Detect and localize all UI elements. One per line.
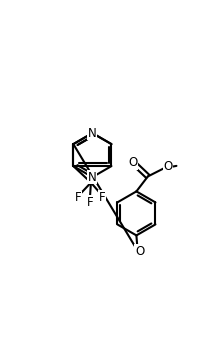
Text: N: N — [88, 127, 97, 140]
Text: F: F — [86, 196, 93, 209]
Text: O: O — [163, 160, 172, 173]
Text: N: N — [88, 171, 97, 184]
Text: F: F — [99, 191, 105, 203]
Text: O: O — [128, 156, 138, 169]
Text: F: F — [75, 191, 81, 204]
Text: O: O — [135, 245, 144, 258]
